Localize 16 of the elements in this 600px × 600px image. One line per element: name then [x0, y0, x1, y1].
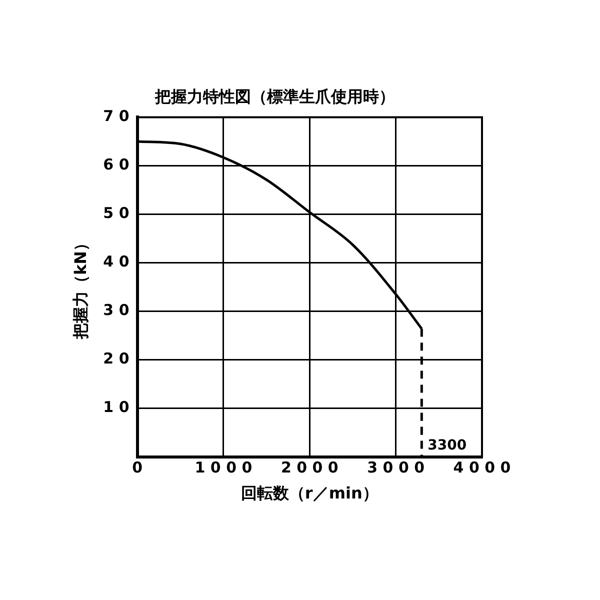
y-tick-label: 5 0	[103, 204, 130, 222]
x-tick-label: 2 0 0 0	[280, 458, 338, 477]
annotation: 3300	[428, 437, 467, 454]
x-axis-title: 回転数（r／min）	[240, 484, 378, 503]
y-tick-label: 4 0	[103, 252, 130, 271]
y-tick-label: 3 0	[103, 301, 130, 320]
x-tick-label: 1 0 0 0	[194, 458, 252, 477]
y-tick-label: 1 0	[103, 398, 130, 416]
x-tick-label: 0	[132, 458, 143, 477]
chart-title: 把握力特性図（標準生爪使用時）	[154, 86, 395, 106]
x-tick-label: 4 0 0 0	[453, 458, 511, 477]
y-tick-label: 6 0	[103, 156, 130, 174]
x-tick-label: 3 0 0 0	[367, 458, 425, 477]
y-tick-label: 2 0	[103, 350, 130, 368]
y-tick-label: 7 0	[103, 107, 130, 126]
y-axis-title: 把握力（kN）	[70, 234, 90, 340]
